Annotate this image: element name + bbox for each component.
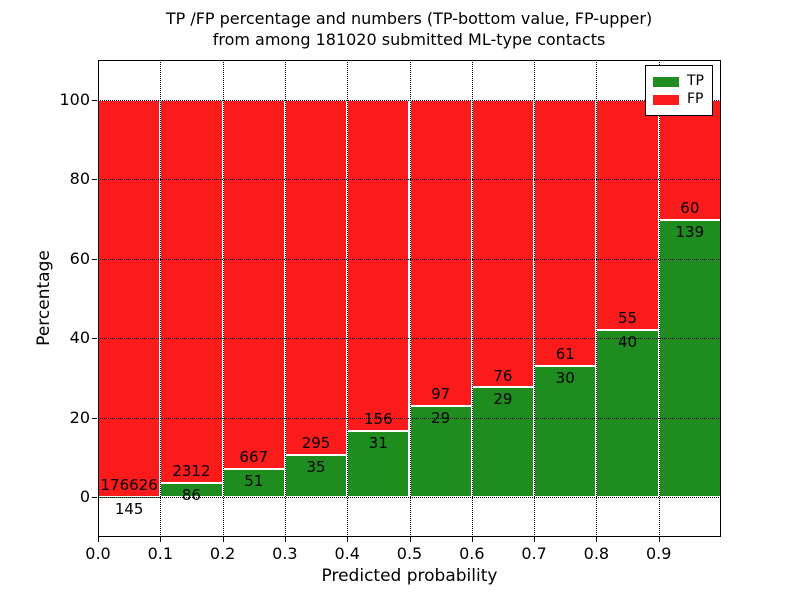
fp-bar-segment bbox=[222, 99, 285, 469]
fp-count-label: 97 bbox=[431, 384, 451, 403]
y-axis-title: Percentage bbox=[34, 250, 54, 346]
fp-bar-segment bbox=[347, 99, 410, 432]
x-gridline bbox=[534, 60, 536, 537]
x-tick-mark bbox=[534, 537, 536, 542]
legend-item-label: FP bbox=[687, 91, 704, 107]
fp-legend-swatch bbox=[653, 94, 679, 105]
y-tick-mark bbox=[92, 417, 97, 419]
fp-bar-segment bbox=[160, 99, 223, 483]
x-tick-label: 0.5 bbox=[396, 544, 423, 563]
x-tick-label: 0.3 bbox=[272, 544, 298, 563]
x-gridline bbox=[471, 60, 473, 537]
tp-legend-swatch bbox=[653, 76, 679, 87]
y-tick-label: 20 bbox=[69, 407, 90, 427]
tp-bar-segment bbox=[658, 219, 721, 498]
legend-item-label: TP bbox=[687, 73, 704, 89]
x-gridline bbox=[222, 60, 224, 537]
tp-count-label: 29 bbox=[431, 408, 451, 427]
y-tick-label: 40 bbox=[69, 328, 90, 348]
fp-count-label: 156 bbox=[364, 410, 393, 429]
fp-count-label: 55 bbox=[617, 308, 638, 327]
x-tick-mark bbox=[222, 537, 224, 542]
y-tick-label: 0 bbox=[79, 487, 90, 507]
x-gridline bbox=[160, 60, 162, 537]
tp-count-label: 30 bbox=[555, 369, 575, 388]
x-tick-label: 0.6 bbox=[459, 544, 485, 563]
tp-count-label: 145 bbox=[114, 499, 144, 518]
fp-bar-segment bbox=[471, 99, 535, 388]
x-tick-mark bbox=[658, 537, 660, 542]
x-tick-mark bbox=[98, 537, 99, 542]
legend-item: FP bbox=[653, 92, 705, 107]
x-tick-mark bbox=[596, 537, 598, 542]
fp-count-label: 176626 bbox=[100, 475, 158, 494]
tp-bar-segment bbox=[222, 469, 285, 498]
x-gridline bbox=[284, 60, 286, 537]
y-tick-label: 100 bbox=[59, 89, 90, 109]
fp-count-label: 2312 bbox=[172, 462, 211, 481]
x-tick-mark bbox=[409, 537, 411, 542]
y-tick-mark bbox=[92, 179, 97, 181]
x-tick-mark bbox=[284, 537, 286, 542]
tp-count-label: 35 bbox=[306, 458, 326, 477]
x-tick-label: 0.0 bbox=[85, 544, 111, 563]
x-gridline bbox=[596, 60, 598, 537]
x-tick-label: 0.4 bbox=[334, 544, 360, 563]
y-tick-mark bbox=[92, 258, 97, 260]
legend-item: TP bbox=[653, 74, 705, 89]
x-gridline bbox=[658, 60, 660, 537]
chart-title-line-2: from among 181020 submitted ML-type cont… bbox=[212, 30, 606, 49]
tp-bar-segment bbox=[534, 366, 597, 498]
tp-count-label: 31 bbox=[368, 434, 388, 453]
x-tick-mark bbox=[471, 537, 473, 542]
x-tick-label: 0.9 bbox=[645, 544, 672, 563]
plot-area: 176626 145 2312 86 667 51 295 35 156 31 97 29 76 29 61… bbox=[98, 60, 721, 537]
tp-count-label: 29 bbox=[493, 390, 513, 409]
x-tick-label: 0.7 bbox=[521, 544, 547, 563]
tp-count-label: 139 bbox=[675, 222, 705, 241]
x-tick-mark bbox=[347, 537, 349, 542]
y-tick-mark bbox=[92, 497, 97, 499]
tp-count-label: 51 bbox=[244, 471, 264, 490]
chart-title-line-1: TP /FP percentage and numbers (TP-bottom… bbox=[165, 9, 653, 28]
x-tick-label: 0.2 bbox=[209, 544, 236, 563]
x-tick-label: 0.8 bbox=[583, 544, 610, 563]
x-tick-mark bbox=[160, 537, 162, 542]
fp-count-label: 61 bbox=[555, 345, 575, 364]
fp-count-label: 60 bbox=[680, 198, 700, 217]
tp-bar-segment bbox=[596, 329, 659, 498]
x-gridline bbox=[409, 60, 411, 537]
x-tick-label: 0.1 bbox=[147, 544, 174, 563]
chart-title: TP /FP percentage and numbers (TP-bottom… bbox=[0, 8, 800, 50]
fp-bar-segment bbox=[409, 99, 472, 406]
fp-count-label: 667 bbox=[239, 448, 269, 467]
fp-count-label: 295 bbox=[301, 434, 331, 453]
fp-bar-segment bbox=[284, 99, 348, 456]
tp-count-label: 40 bbox=[617, 332, 638, 351]
legend-rows: TP FP bbox=[653, 74, 705, 107]
fp-bar-segment bbox=[534, 99, 597, 367]
fp-count-label: 76 bbox=[493, 366, 513, 385]
x-gridline bbox=[347, 60, 349, 537]
y-tick-label: 60 bbox=[69, 248, 90, 268]
legend: TP FP bbox=[645, 65, 713, 116]
tp-bar-segment bbox=[284, 455, 348, 498]
tp-count-label: 86 bbox=[181, 485, 201, 504]
y-tick-mark bbox=[92, 338, 97, 340]
x-axis-title: Predicted probability bbox=[321, 566, 498, 586]
y-tick-label: 80 bbox=[69, 169, 90, 189]
fp-bar-segment bbox=[98, 99, 161, 497]
y-tick-mark bbox=[92, 99, 97, 101]
tp-bar-segment bbox=[471, 387, 535, 498]
fp-bar-segment bbox=[596, 99, 659, 330]
